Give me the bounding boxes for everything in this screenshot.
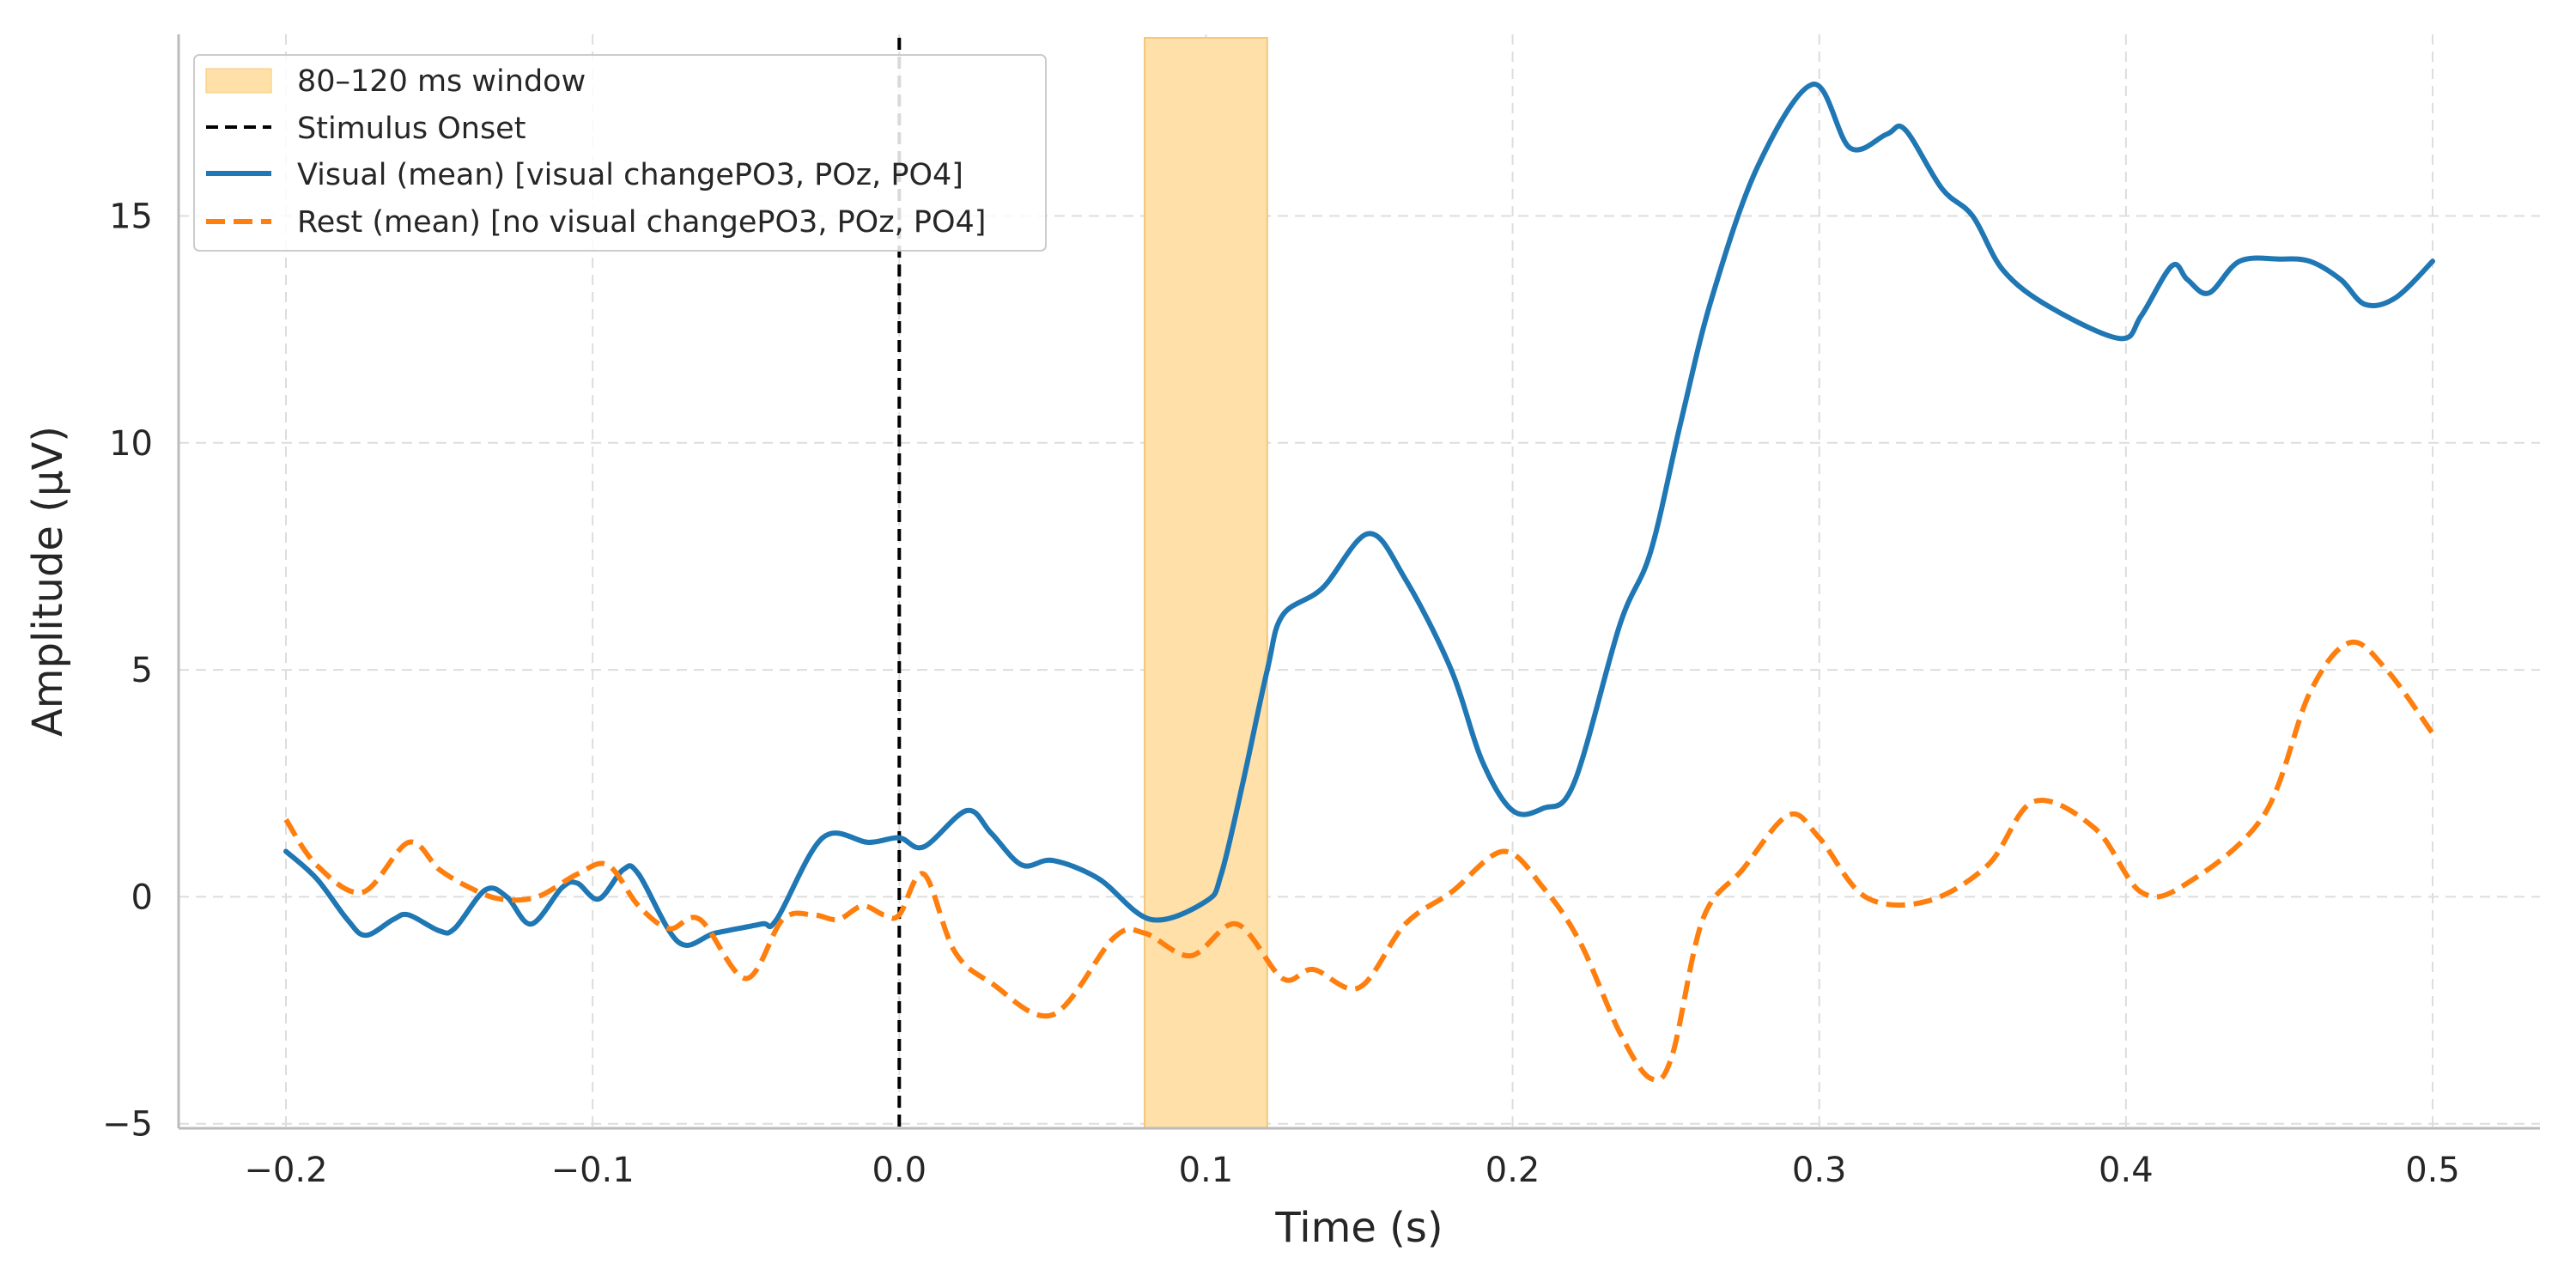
y-tick-label: 5 (131, 651, 153, 690)
y-tick-label: 15 (109, 197, 153, 236)
ticks: −0.2 −0.1 0.0 0.1 0.2 0.3 0.4 0.5 −5 0 5 10 15 (102, 197, 2460, 1190)
legend-swatch-window (205, 68, 272, 94)
series-layer (283, 82, 2435, 1083)
x-tick-label: 0.0 (872, 1151, 927, 1190)
x-tick-label: 0.3 (1792, 1151, 1847, 1190)
legend-frame (193, 54, 1047, 252)
x-tick-label: 0.2 (1485, 1151, 1540, 1190)
legend: 80–120 ms window Stimulus Onset Visual (… (193, 54, 1047, 252)
y-tick-label: 10 (109, 424, 153, 464)
x-tick-label: 0.5 (2405, 1151, 2460, 1190)
y-tick-label: −5 (102, 1105, 153, 1145)
legend-label-onset: Stimulus Onset (297, 112, 526, 146)
shaded-window (1144, 37, 1268, 1129)
x-tick-label: −0.1 (551, 1151, 635, 1190)
legend-label-rest: Rest (mean) [no visual changePO3, POz, P… (297, 205, 986, 240)
x-axis-label: Time (s) (1274, 1204, 1443, 1252)
y-axis-label: Amplitude (µV) (24, 426, 72, 737)
x-tick-label: 0.4 (2099, 1151, 2154, 1190)
legend-label-window: 80–120 ms window (297, 64, 586, 99)
x-tick-label: −0.2 (244, 1151, 327, 1190)
y-tick-label: 0 (131, 878, 153, 917)
series-rest-line (283, 639, 2435, 1083)
x-tick-label: 0.1 (1179, 1151, 1234, 1190)
legend-label-visual: Visual (mean) [visual changePO3, POz, PO… (297, 158, 963, 192)
axes (177, 34, 2540, 1130)
series-visual-line (283, 82, 2435, 948)
